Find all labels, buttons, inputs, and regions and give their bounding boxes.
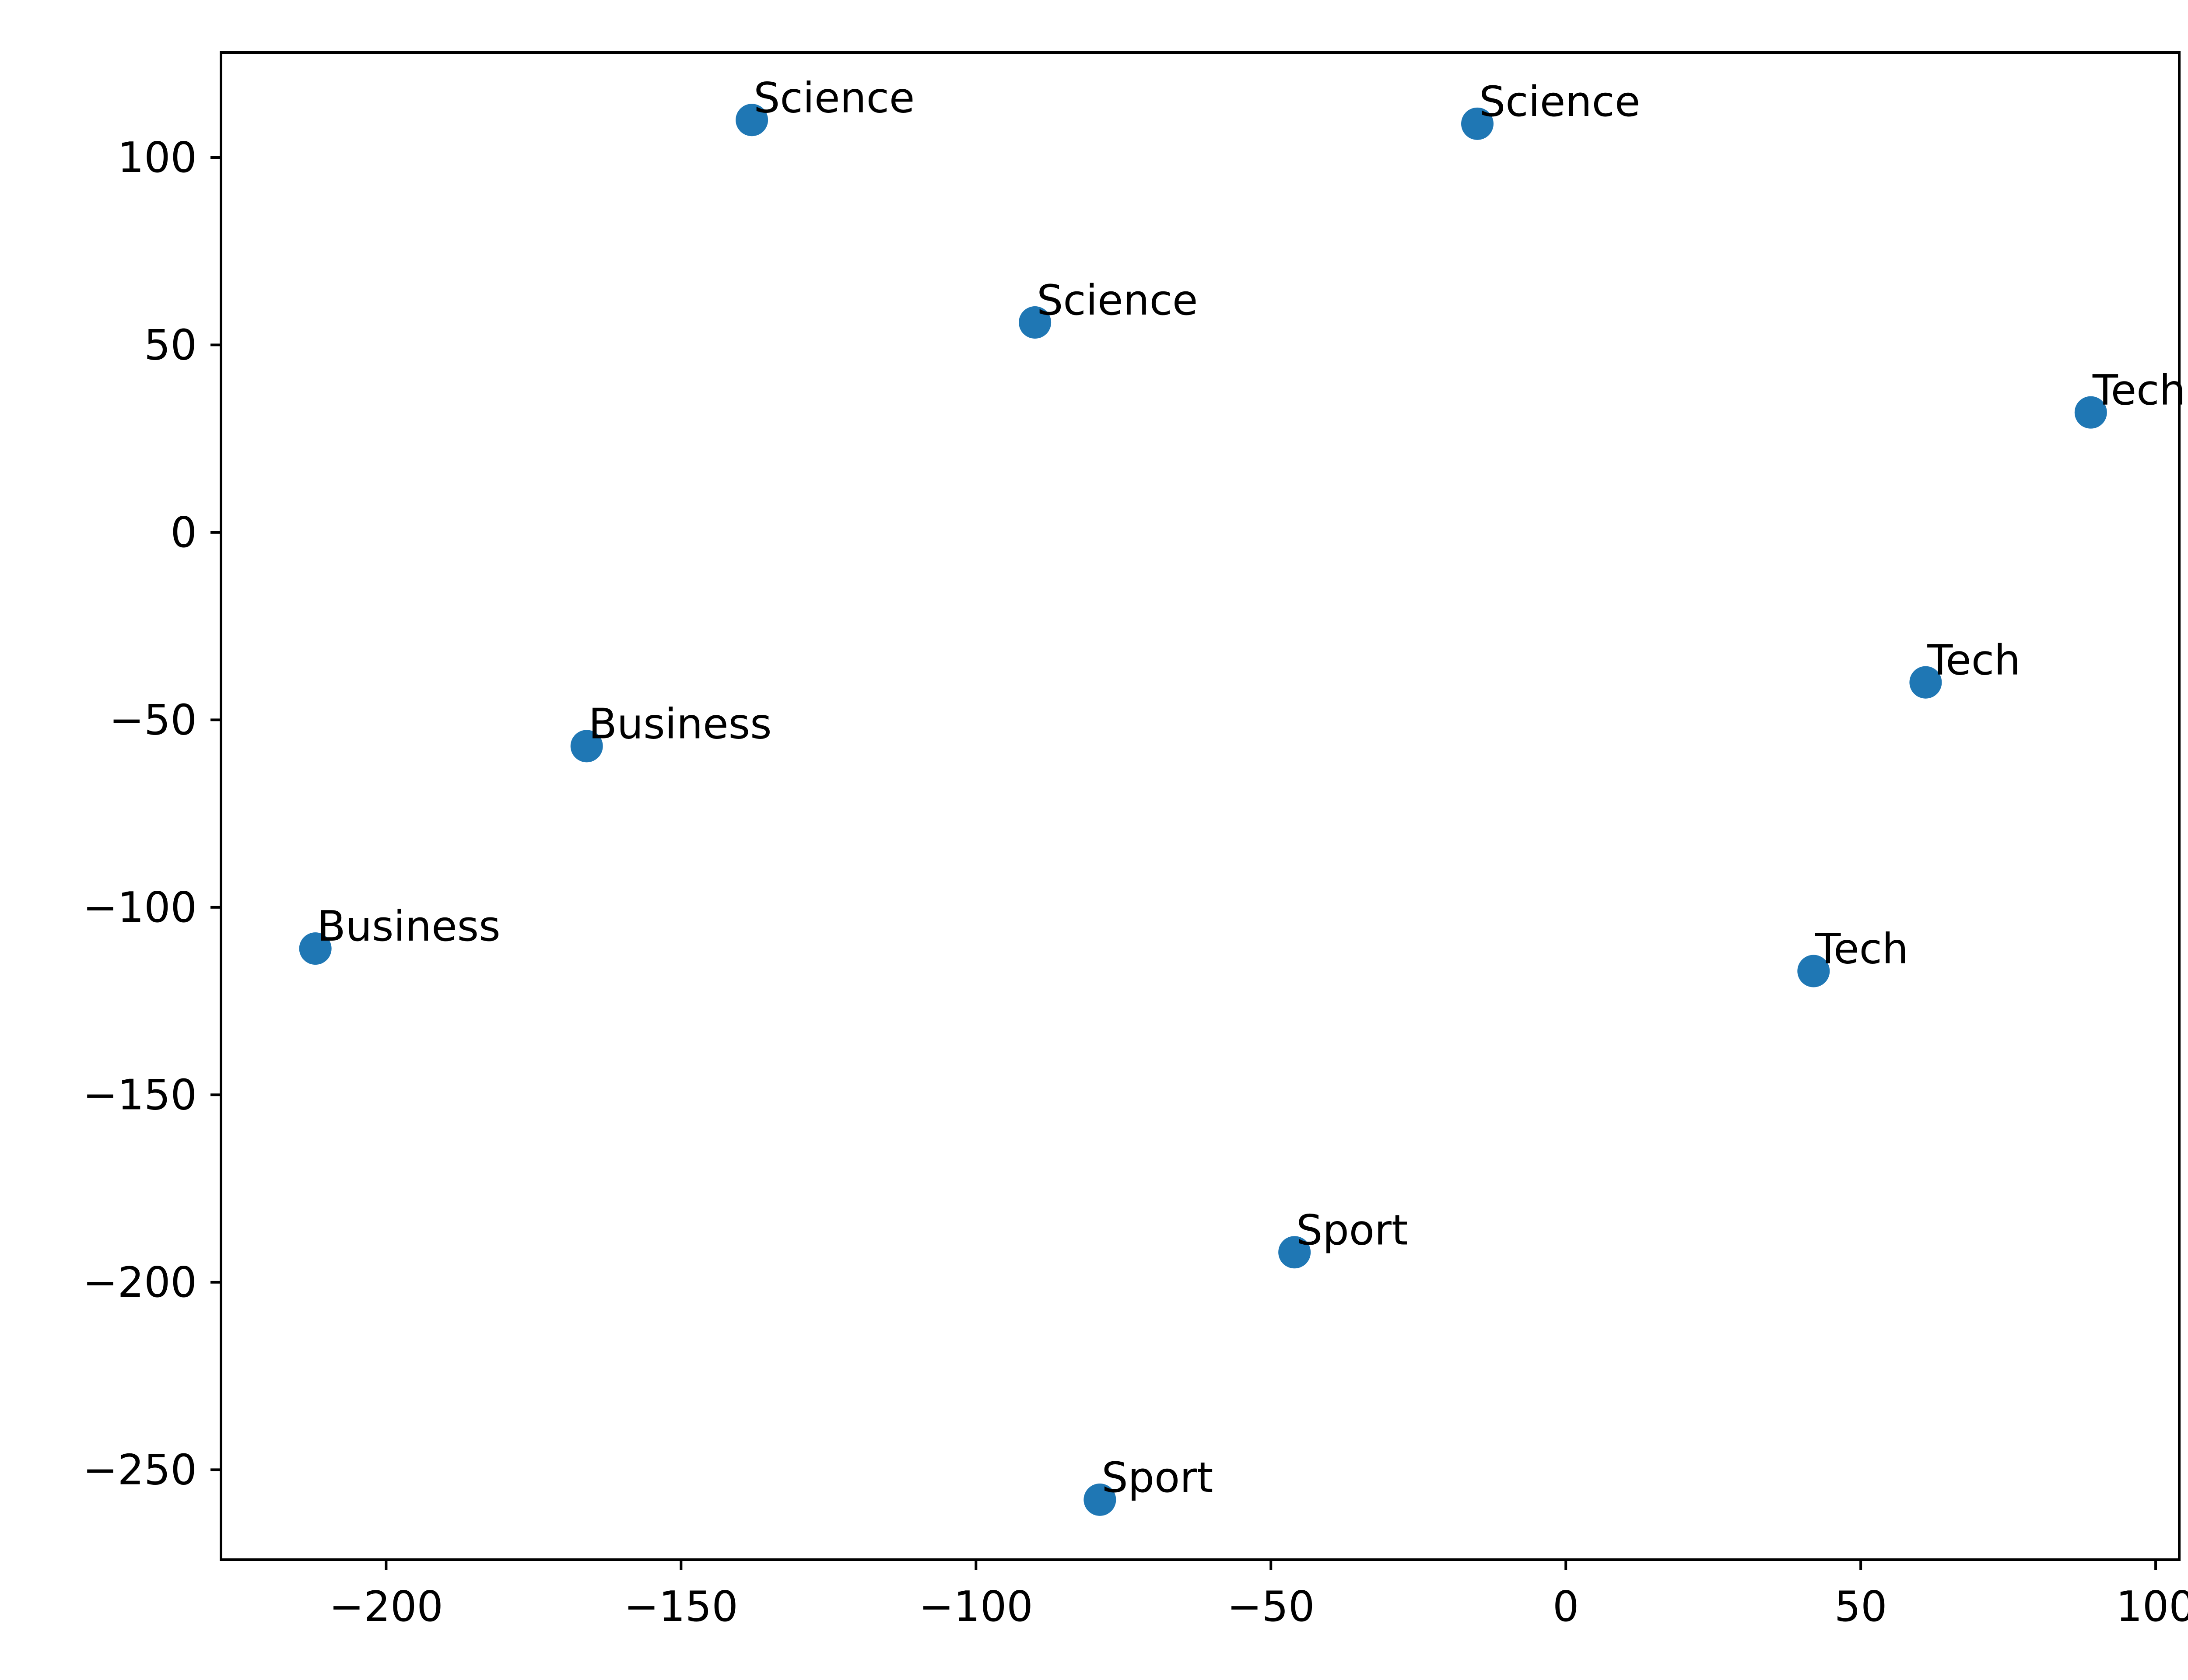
x-tick-label: 50 xyxy=(1834,1583,1887,1631)
y-tick-label: −50 xyxy=(109,696,197,744)
x-tick-label: −150 xyxy=(624,1583,738,1631)
data-point xyxy=(570,730,603,763)
data-point xyxy=(736,104,768,136)
point-label: Business xyxy=(317,903,501,951)
y-tick-label: −150 xyxy=(83,1071,197,1119)
data-point xyxy=(1083,1483,1116,1516)
y-tick-label: −100 xyxy=(83,884,197,932)
point-label: Science xyxy=(754,74,915,122)
point-label: Science xyxy=(1479,78,1640,126)
y-axis: 100 50 0 −50 −100 −150 −200 −250 xyxy=(83,134,221,1494)
data-point xyxy=(1797,955,1830,987)
data-point xyxy=(1019,306,1052,339)
point-label: Sport xyxy=(1101,1454,1213,1502)
data-point xyxy=(1278,1236,1311,1269)
point-label: Business xyxy=(589,700,772,748)
x-tick-label: −200 xyxy=(329,1583,443,1631)
y-tick-label: −200 xyxy=(83,1259,197,1307)
x-tick-label: −100 xyxy=(919,1583,1033,1631)
x-tick-label: 0 xyxy=(1553,1583,1579,1631)
point-label: Science xyxy=(1037,276,1198,325)
point-label: Sport xyxy=(1296,1206,1408,1254)
point-label: Tech xyxy=(2092,367,2186,415)
plot-area xyxy=(220,51,2181,1561)
data-points: Science Science Science Tech Tech Tech Busines… xyxy=(299,74,2186,1516)
point-label: Tech xyxy=(1927,637,2020,685)
data-point xyxy=(1461,107,1494,140)
y-tick-label: 50 xyxy=(144,321,197,369)
data-point xyxy=(2074,396,2107,429)
data-point xyxy=(299,932,332,965)
data-point xyxy=(1909,666,1942,699)
point-label: Tech xyxy=(1815,925,1908,973)
x-tick-label: −50 xyxy=(1227,1583,1315,1631)
y-tick-label: 0 xyxy=(171,509,197,557)
x-axis: −200 −150 −100 −50 0 50 100 xyxy=(329,1560,2188,1631)
y-tick-label: 100 xyxy=(118,134,197,182)
y-tick-label: −250 xyxy=(83,1446,197,1494)
x-tick-label: 100 xyxy=(2116,1583,2188,1631)
